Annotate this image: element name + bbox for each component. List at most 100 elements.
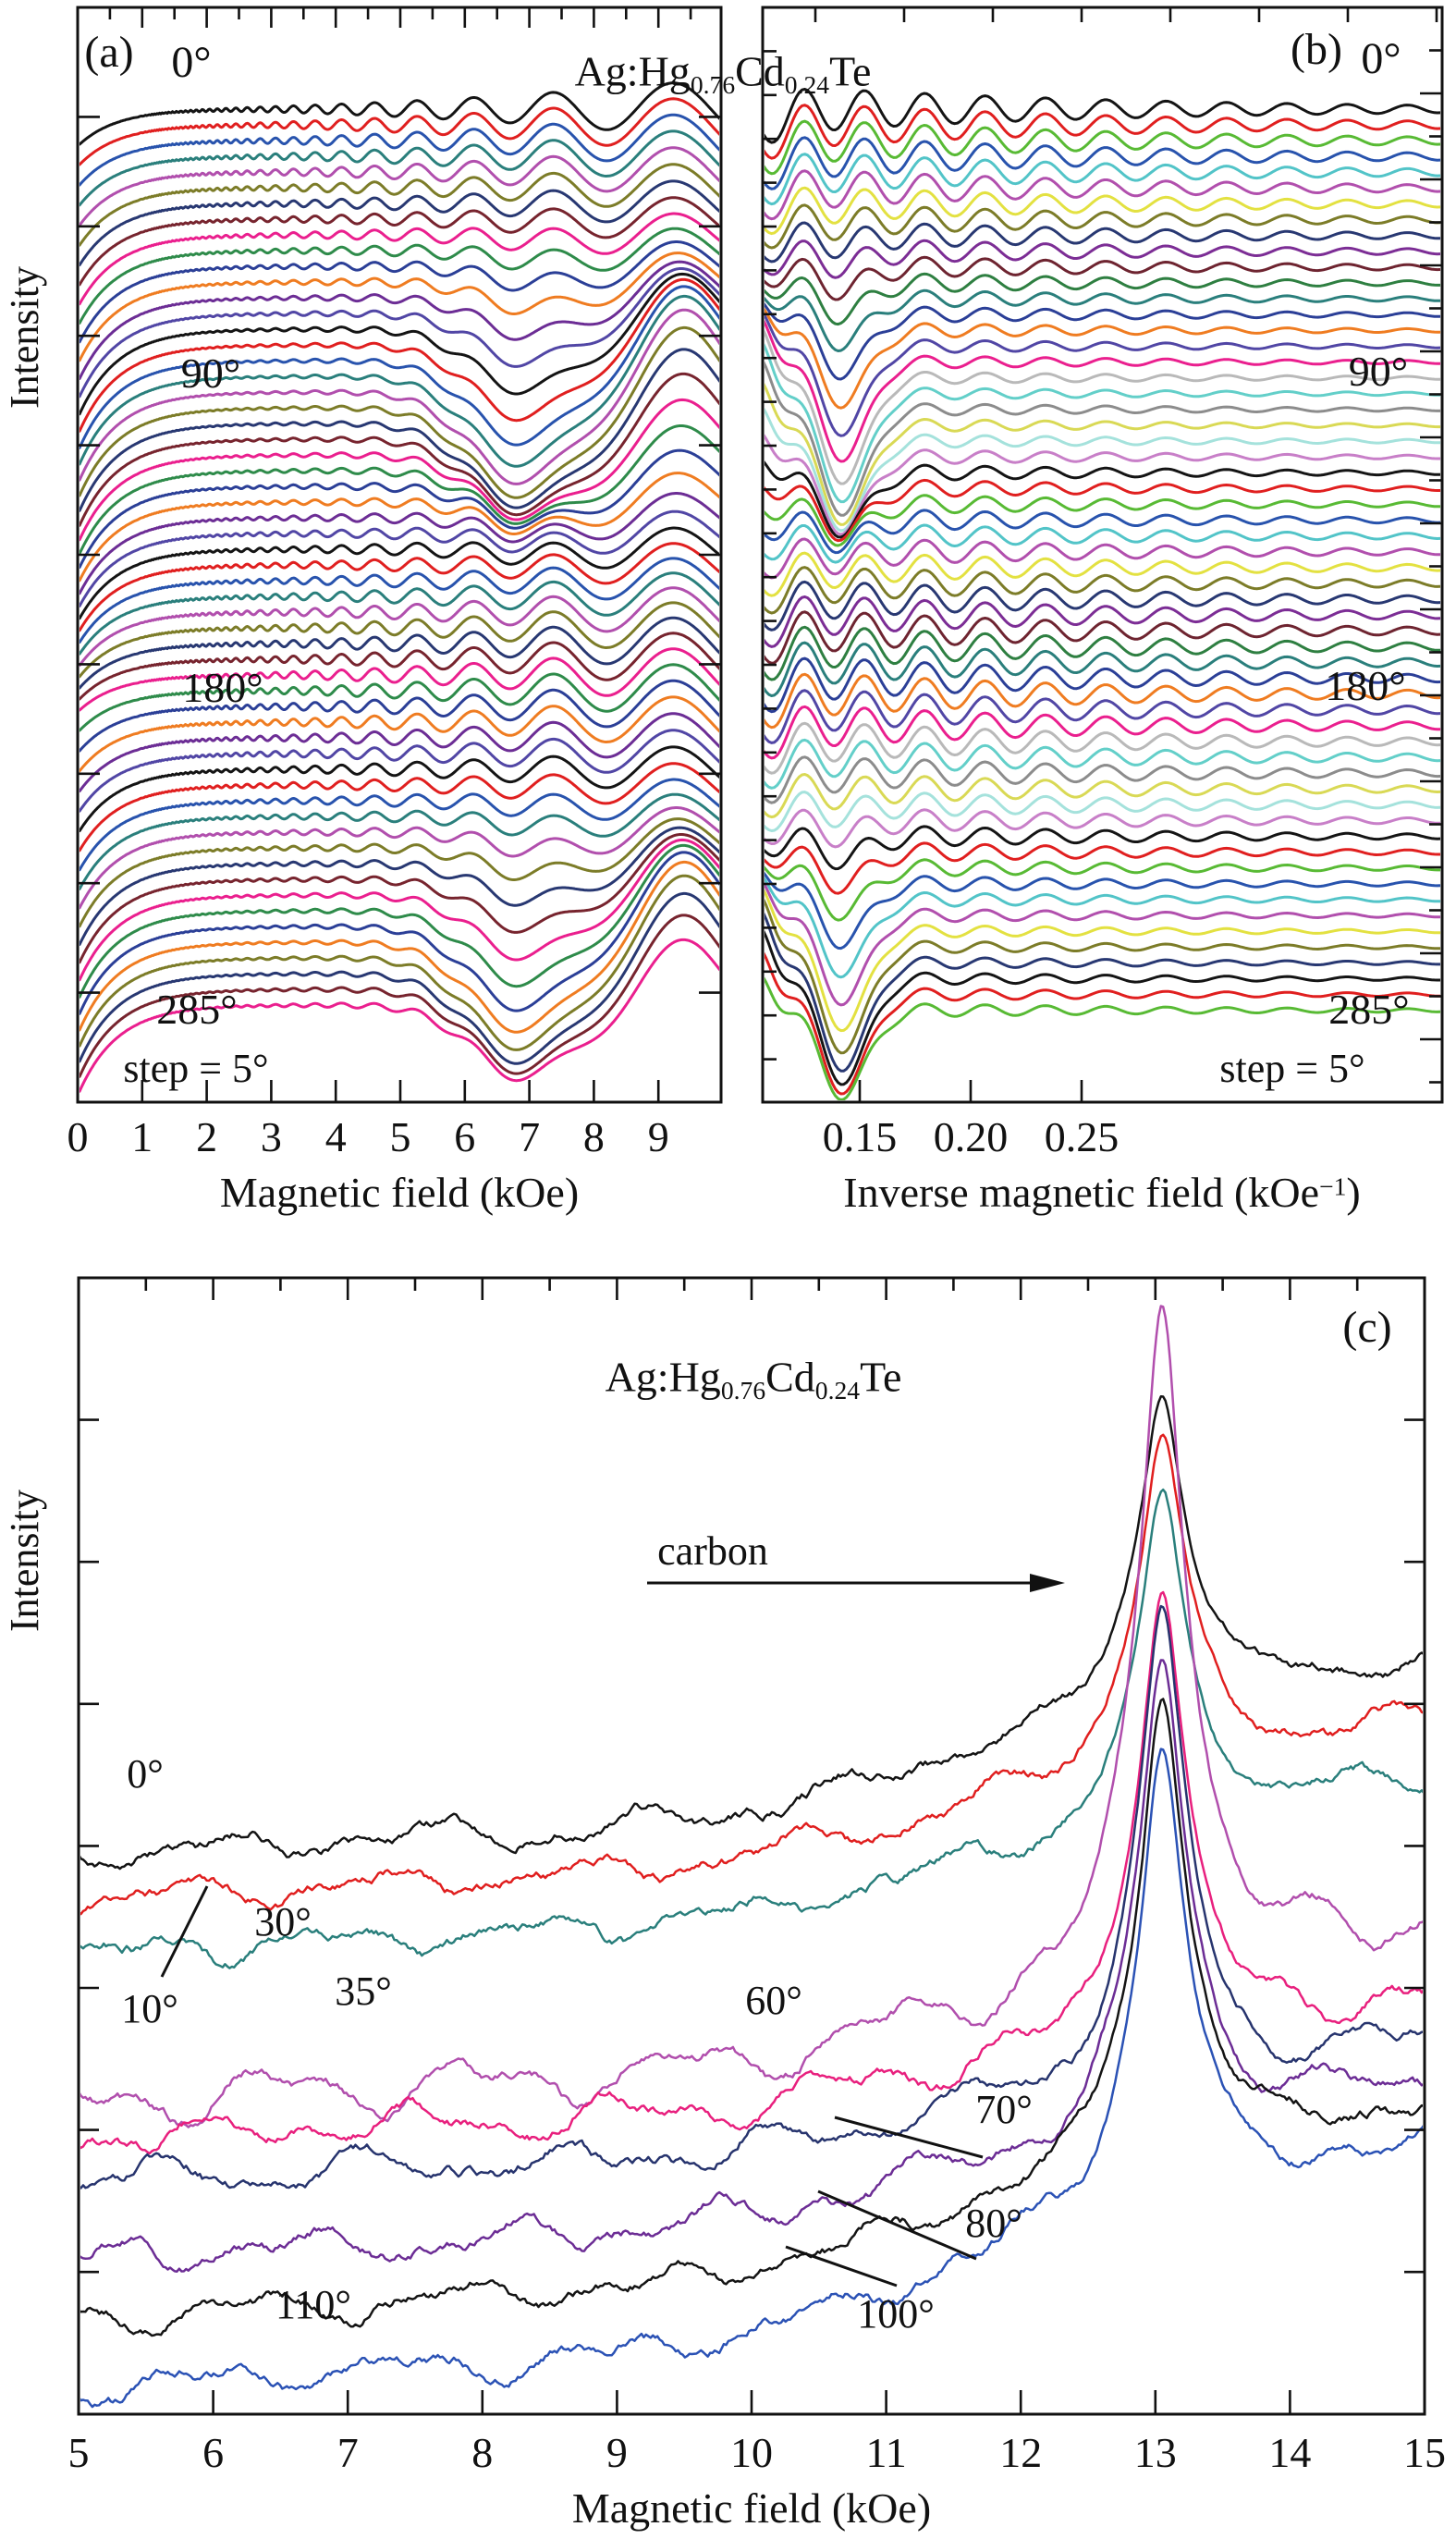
spectrum-curve <box>765 808 1440 849</box>
spectrum-curve <box>765 169 1440 221</box>
pointer-lines <box>160 1574 1065 2288</box>
spectrum-curve <box>80 227 719 325</box>
axis-tick-label: 7 <box>337 2429 359 2476</box>
panel-c-label: (c) <box>1342 1303 1392 1352</box>
angle-label-a-90: 90° <box>180 350 241 397</box>
label-part: Ag:Hg <box>574 47 691 95</box>
spectrum-curve <box>765 104 1440 160</box>
panel-a-label: (a) <box>84 28 134 77</box>
axis-tick-label: 0.20 <box>934 1113 1009 1160</box>
panel-b-label: (b) <box>1291 25 1342 74</box>
spectrum-curve <box>80 163 719 247</box>
spectrum-curve <box>765 307 1440 410</box>
axis-ticks <box>78 7 1442 2414</box>
spectrum-curve <box>765 302 1440 381</box>
spectrum-curve <box>765 656 1440 714</box>
spectrum-curve <box>765 153 1440 206</box>
spectrum-curve <box>80 1433 1423 1916</box>
angle-label-a-285: 285° <box>156 986 238 1033</box>
spectrum-curve <box>80 938 719 1093</box>
spectrum-curve <box>80 81 719 146</box>
spectrum-curve <box>765 319 1440 463</box>
spectrum-curve <box>80 277 719 433</box>
carbon-label: carbon <box>657 1528 768 1574</box>
spectrum-curve <box>765 641 1440 697</box>
spectrum-curve <box>765 889 1440 1033</box>
axis-tick-label: 11 <box>865 2429 906 2476</box>
spectrum-curve <box>80 695 719 773</box>
axis-tick-label: 9 <box>648 1113 669 1160</box>
spectrum-curve <box>80 833 719 964</box>
spectrum-curve <box>80 663 719 732</box>
spectrum-curve <box>80 113 719 187</box>
spectrum-curve <box>80 1395 1423 1871</box>
label-part: Cd <box>735 47 785 95</box>
axis-tick-label: 3 <box>261 1113 282 1160</box>
spectrum-curve <box>765 203 1440 250</box>
axis-tick-label: 12 <box>999 2429 1042 2476</box>
axis-tick-label: 6 <box>202 2429 224 2476</box>
spectrum-curve <box>765 610 1440 665</box>
spectrum-curve <box>80 679 719 753</box>
label-part: Te <box>860 1353 902 1401</box>
spectrum-curve <box>80 601 719 679</box>
spectrum-curve <box>80 146 719 227</box>
x-axis-label-a: Magnetic field (kOe) <box>219 1169 580 1216</box>
spectrum-curve <box>80 778 719 872</box>
label-part: −1 <box>1319 1171 1347 1201</box>
spectrum-curve <box>80 294 719 468</box>
axis-tick-labels: 0 1 2 3 4 5 6 7 8 9 0.15 0.20 0.255 6 7 8 9 10 11 12 13 14 15 <box>67 1113 1447 2476</box>
angle-label-b-90: 90° <box>1348 348 1409 395</box>
spectrum-curve <box>765 119 1440 176</box>
spectrum-curve <box>80 272 719 416</box>
spectrum-curve <box>80 424 719 556</box>
spectrum-curve <box>765 791 1440 832</box>
angle-label-c-30: 30° <box>254 1899 312 1944</box>
spectrum-curve <box>80 97 719 166</box>
label-part: Inverse magnetic field (kOe <box>843 1169 1320 1216</box>
angle-label-c-110: 110° <box>275 2282 351 2327</box>
label-part: 0.24 <box>784 70 830 100</box>
spectrum-curve <box>765 930 1440 1086</box>
spectrum-curve <box>765 580 1440 632</box>
spectrum-curve <box>80 792 719 890</box>
label-part: 0.76 <box>720 1376 766 1405</box>
spectrum-curve <box>765 877 1440 979</box>
spectrum-curve <box>80 492 719 595</box>
axis-tick-label: 10 <box>730 2429 773 2476</box>
spectrum-curve <box>80 647 719 712</box>
spectrum-curve <box>765 898 1440 1055</box>
spectrum-curve <box>80 1305 1423 2128</box>
axis-tick-label: 0.25 <box>1045 1113 1120 1160</box>
spectrum-curve <box>80 325 719 499</box>
y-axis-label-top: Intensity <box>2 266 47 409</box>
spectrum-curve <box>765 88 1440 144</box>
spectrum-curve <box>765 773 1440 819</box>
spectrum-curve <box>80 267 719 399</box>
panel-c-curves <box>80 1305 1423 2409</box>
spectrum-curve <box>765 912 1440 1073</box>
spectrum-curve <box>765 951 1440 1096</box>
spectrum-curve <box>80 860 719 1034</box>
label-part: Ag:Hg <box>605 1353 721 1401</box>
spectrum-curve <box>80 509 719 607</box>
spectrum-curve <box>765 825 1440 871</box>
spectrum-curve <box>765 841 1440 895</box>
spectrum-curve <box>80 472 719 583</box>
x-axis-label-b: Inverse magnetic field (kOe−1) <box>843 1171 1360 1214</box>
spectrum-curve <box>765 434 1440 536</box>
spectrum-curve <box>80 1748 1423 2409</box>
spectrum-curve <box>765 672 1440 730</box>
spectrum-curve <box>80 348 719 512</box>
spectrum-curve <box>765 523 1440 564</box>
spectrum-curve <box>80 762 719 852</box>
spectrum-curve <box>80 557 719 644</box>
axis-tick-label: 0 <box>67 1113 89 1160</box>
spectrum-curve <box>80 586 719 668</box>
spectrum-curve <box>80 372 719 527</box>
spectrum-curve <box>80 571 719 656</box>
angle-label-b-180: 180° <box>1325 662 1406 709</box>
angle-label-c-100: 100° <box>857 2291 935 2337</box>
spectrum-curve <box>765 329 1440 485</box>
